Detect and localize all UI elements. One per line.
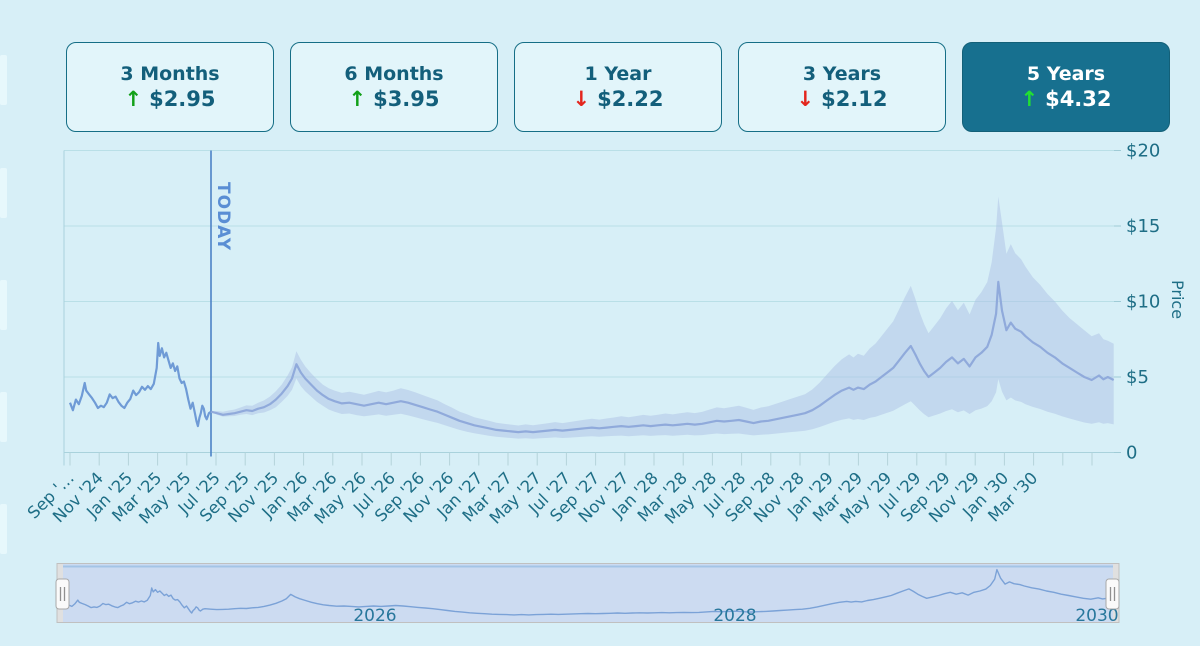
navigator-series-line (62, 568, 1114, 616)
range-label: 5 Years (1026, 62, 1106, 85)
y-axis-label: $15 (1126, 216, 1160, 237)
trend-up-arrow-icon: ↑ (124, 86, 143, 111)
predicted-price: $4.32 (1045, 86, 1112, 111)
historical-price-line (68, 341, 212, 428)
range-label: 3 Years (802, 62, 882, 85)
range-card-1-year[interactable]: 1 Year ↓ $2.22 (514, 42, 722, 132)
navigator-year-label: 2030 (1075, 606, 1118, 626)
range-card-6-months[interactable]: 6 Months ↑ $3.95 (290, 42, 498, 132)
navigator-right-handle[interactable] (1105, 578, 1120, 610)
range-label: 1 Year (584, 62, 652, 85)
navigator-left-handle[interactable] (55, 578, 70, 610)
range-label: 3 Months (120, 62, 220, 85)
predicted-price: $3.95 (373, 86, 440, 111)
predicted-price: $2.95 (149, 86, 216, 111)
range-card-3-years[interactable]: 3 Years ↓ $2.12 (738, 42, 946, 132)
left-edge-artifact (0, 280, 7, 330)
trend-up-arrow-icon: ↑ (348, 86, 367, 111)
y-axis-label: $10 (1126, 292, 1160, 313)
forecast-range-cards: 3 Months ↑ $2.95 6 Months ↑ $3.95 1 Year… (66, 42, 1170, 132)
y-axis-title: Price (1168, 280, 1187, 319)
range-label: 6 Months (344, 62, 444, 85)
y-axis-label: $5 (1126, 367, 1149, 388)
y-axis-label: 0 (1126, 443, 1137, 464)
today-label: TODAY (213, 182, 233, 251)
left-edge-artifact (0, 392, 7, 442)
trend-up-arrow-icon: ↑ (1020, 86, 1039, 111)
confidence-band (211, 196, 1114, 439)
navigator-selected-range[interactable] (63, 564, 1113, 622)
range-card-5-years[interactable]: 5 Years ↑ $4.32 (962, 42, 1170, 132)
trend-down-arrow-icon: ↓ (796, 86, 815, 111)
left-edge-artifact (0, 55, 7, 105)
predicted-price-line (210, 280, 1115, 434)
navigator-year-label: 2028 (713, 606, 756, 626)
navigator[interactable]: 2026 2028 2030 (0, 560, 1200, 630)
range-card-3-months[interactable]: 3 Months ↑ $2.95 (66, 42, 274, 132)
predicted-price: $2.22 (597, 86, 664, 111)
navigator-year-label: 2026 (353, 606, 396, 626)
left-edge-artifact (0, 504, 7, 554)
left-edge-artifact (0, 168, 7, 218)
predicted-price: $2.12 (821, 86, 888, 111)
trend-down-arrow-icon: ↓ (572, 86, 591, 111)
y-axis-label: $20 (1126, 141, 1160, 162)
